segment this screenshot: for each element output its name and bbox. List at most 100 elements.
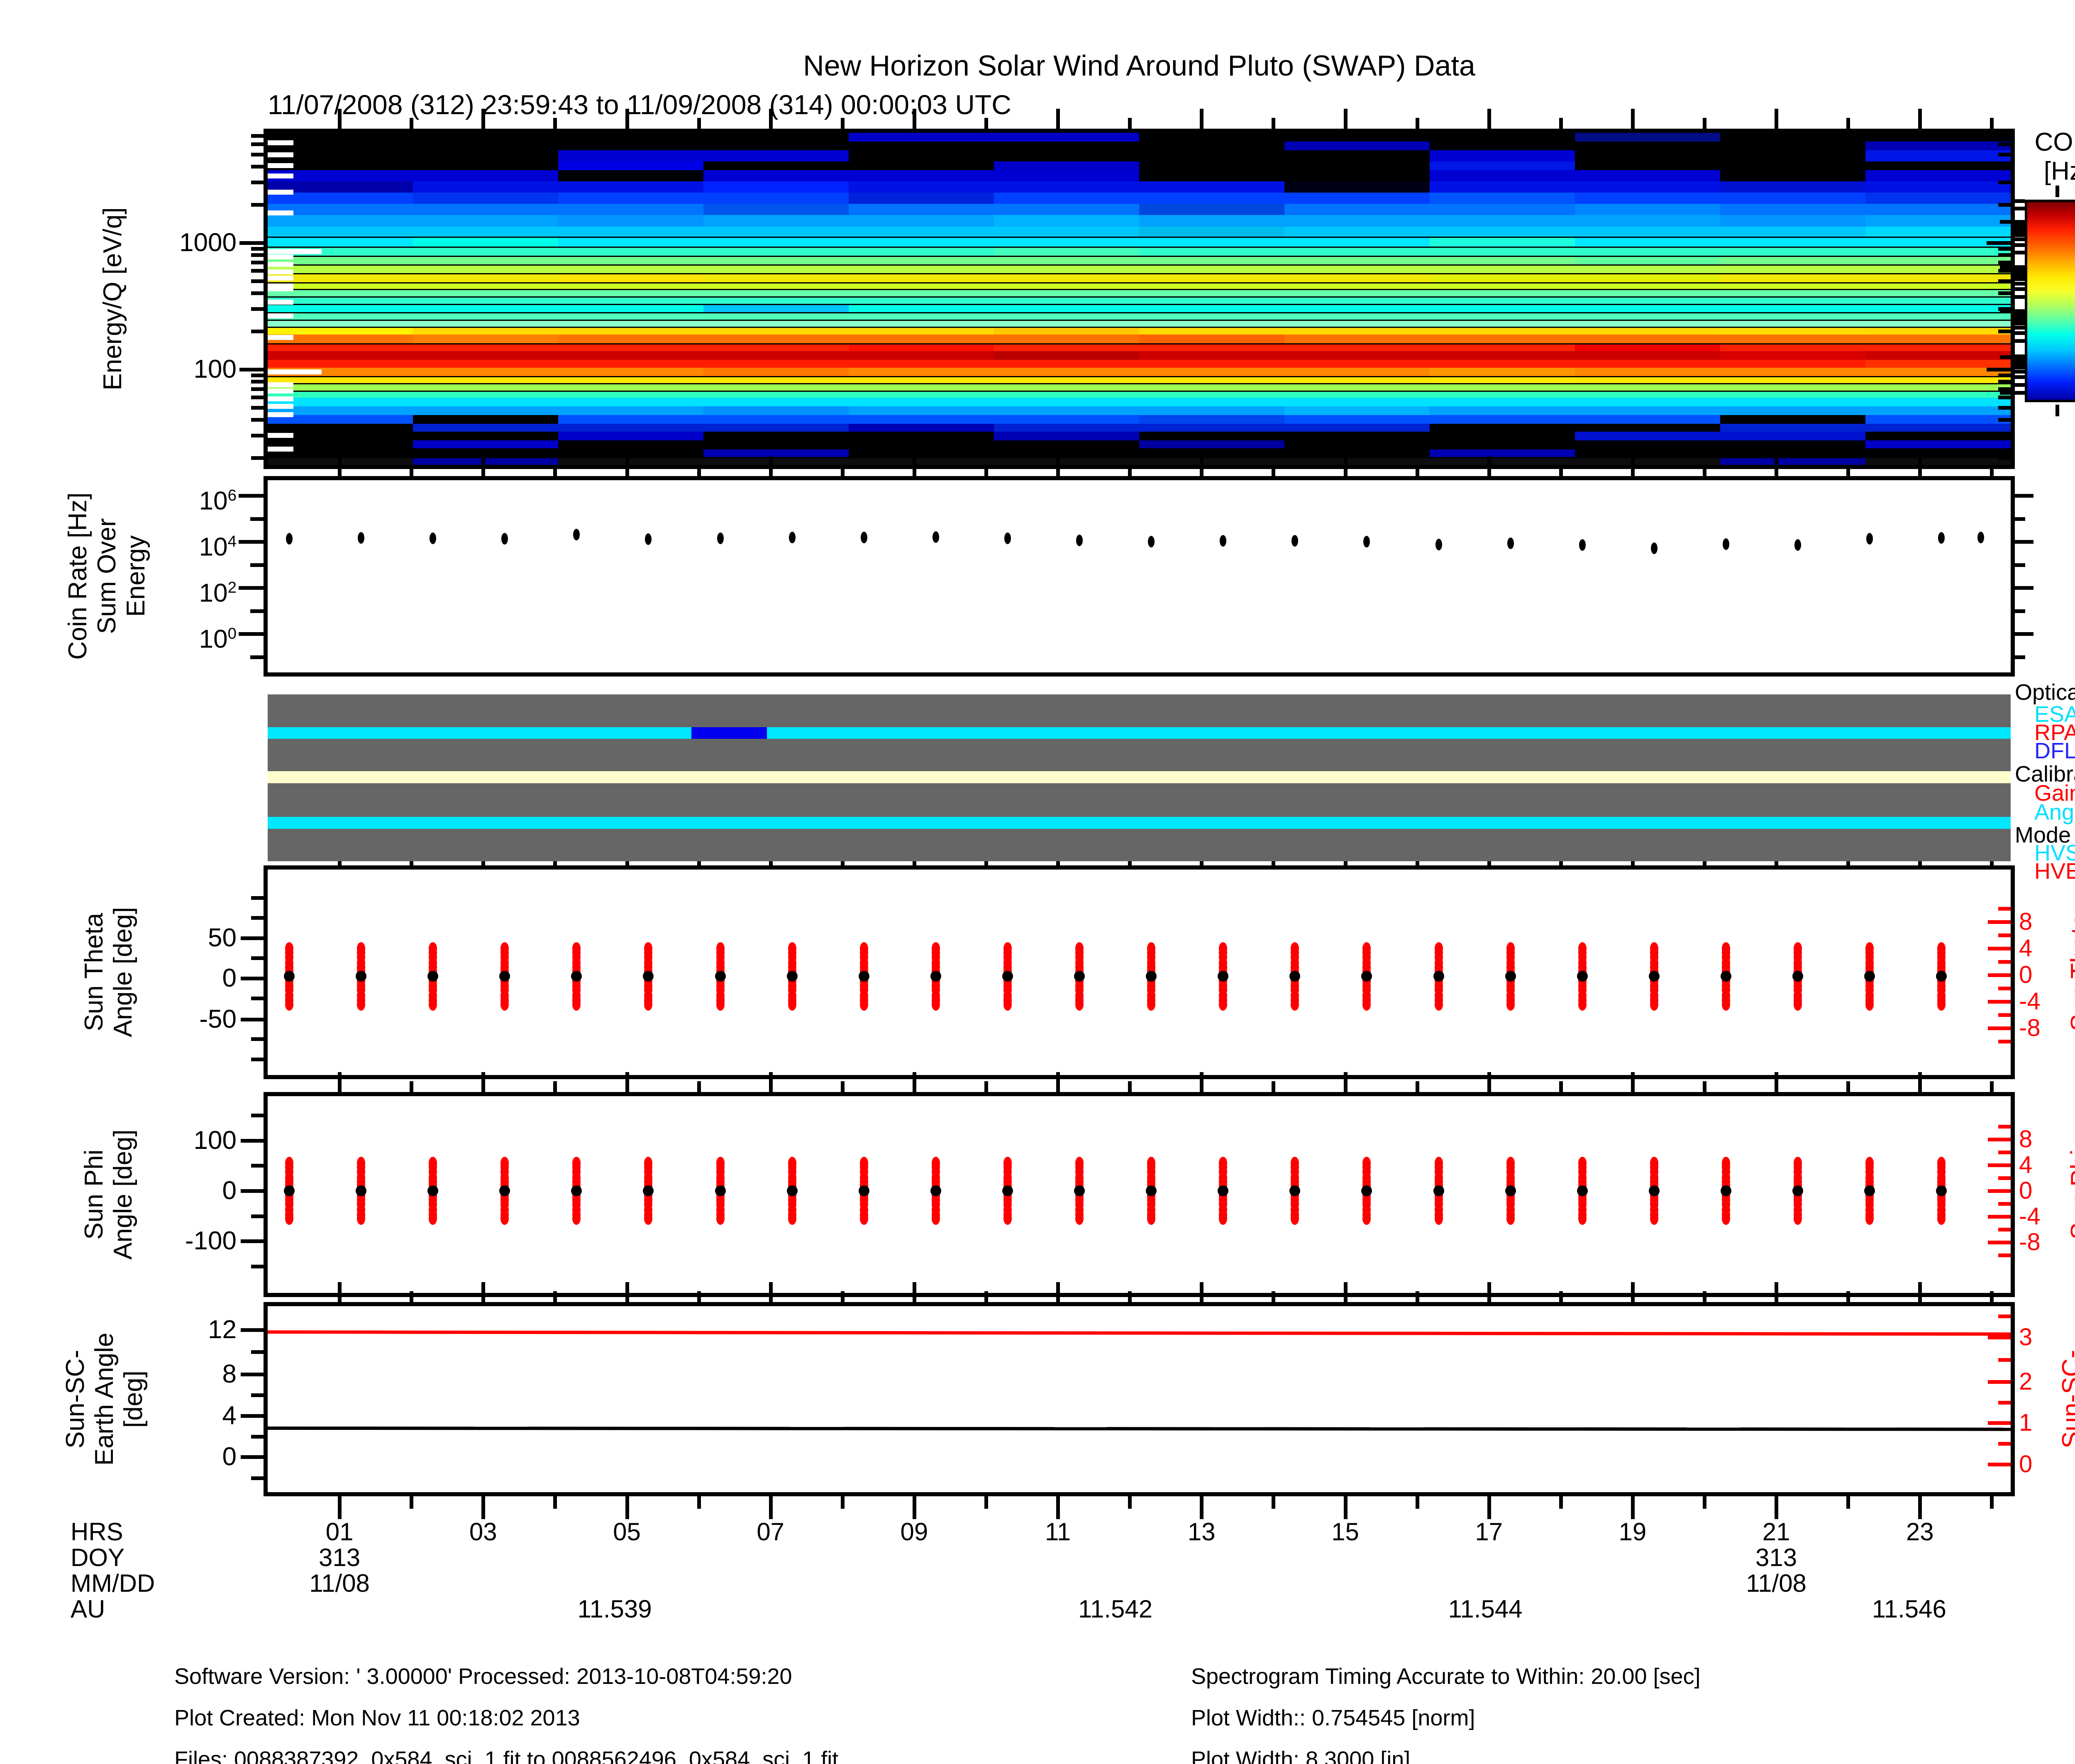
x-tick-bottom — [1918, 1496, 1922, 1519]
heatmap-divider-line — [268, 296, 2011, 298]
sun-angle-data-point — [931, 1212, 940, 1225]
sun-angle-center-point — [715, 1185, 726, 1196]
heatmap-cell — [849, 133, 994, 142]
earth-right-tick-label: 2 — [2019, 1368, 2033, 1395]
heatmap-cell — [1575, 423, 1720, 432]
heatmap-divider-line — [268, 327, 2011, 328]
x-tick — [1343, 1072, 1348, 1092]
spec-minor-tick-left — [251, 396, 264, 400]
spec-minor-tick-left — [251, 142, 264, 147]
colorbar-minor-tick-left — [2012, 370, 2025, 374]
mode-status-bar — [268, 817, 2011, 829]
heatmap-row — [268, 289, 2011, 297]
heatmap-cell — [703, 181, 849, 193]
energy-bin-marker — [268, 299, 293, 305]
coin-y-tick-label: 104 — [199, 533, 237, 562]
sun-angle-data-point — [1578, 998, 1587, 1011]
heatmap-cell — [1865, 226, 2011, 237]
coin-major-tick-right — [2015, 494, 2034, 498]
spec-major-tick-left — [239, 241, 264, 245]
angle-major-tick-left — [241, 1189, 264, 1193]
x-tick — [481, 1282, 486, 1302]
sun-angle-data-point — [716, 998, 725, 1011]
x-tick-bottom — [338, 1496, 342, 1519]
axis-value-hrs: 17 — [1475, 1518, 1503, 1546]
colorbar-minor-tick-left — [2012, 321, 2025, 325]
earth-right-tick-label: 0 — [2019, 1450, 2033, 1478]
spec-minor-tick-right — [1998, 434, 2011, 438]
x-tick — [481, 456, 486, 476]
x-tick — [553, 1291, 557, 1302]
x-tick — [697, 1291, 701, 1302]
earth-major-tick-left — [241, 1455, 264, 1459]
angle-major-tick-right — [1988, 920, 2011, 924]
x-tick — [1487, 1282, 1491, 1302]
heatmap-cell — [1575, 343, 1720, 352]
coin-rate-data-point — [573, 528, 580, 540]
earth-major-tick-left — [241, 1414, 264, 1418]
spec-minor-tick-left — [251, 373, 264, 377]
sun-angle-center-point — [1361, 971, 1372, 982]
angle-minor-tick-left — [251, 1214, 264, 1218]
x-tick — [1703, 1291, 1706, 1302]
sun-angle-center-point — [1648, 1185, 1660, 1196]
earth-angle-black-line — [268, 1426, 2011, 1431]
sun-angle-data-point — [1291, 998, 1299, 1011]
colorbar-minor-tick-left — [2012, 383, 2025, 387]
earth-minor-tick-left — [251, 1393, 264, 1398]
axis-value-hrs: 21 — [1762, 1518, 1790, 1546]
sun-phi-frame — [264, 1092, 2015, 1297]
angle-minor-tick-left — [251, 1057, 264, 1061]
sun-angle-data-point — [1865, 1212, 1874, 1225]
coin-major-tick-left — [239, 494, 264, 498]
heatmap-cell — [994, 133, 1139, 142]
sun-angle-data-point — [931, 998, 940, 1011]
angle-y-tick-label: -100 — [185, 1226, 237, 1255]
spec-minor-tick-right — [1998, 181, 2011, 185]
sun-angle-center-point — [643, 971, 654, 982]
x-tick — [1990, 1081, 1994, 1092]
angle-major-tick-right — [1988, 973, 2011, 977]
axis-value-hrs: 15 — [1331, 1518, 1359, 1546]
coin-minor-tick-left — [250, 563, 264, 567]
colorbar-minor-tick-left — [2012, 199, 2025, 203]
heatmap-cell — [558, 161, 703, 171]
sun-angle-center-point — [571, 1185, 582, 1196]
coin-major-tick-right — [2015, 586, 2034, 590]
x-tick — [1056, 1282, 1060, 1302]
angle-major-tick-right — [1988, 1241, 2011, 1245]
angle-minor-tick-right — [1998, 1253, 2011, 1258]
spec-minor-tick-right — [1998, 152, 2011, 156]
spec-minor-tick-right — [1998, 307, 2011, 311]
coin-major-tick-left — [239, 586, 264, 590]
colorbar-minor-tick-left — [2012, 339, 2025, 343]
earth-major-tick-right — [1988, 1421, 2011, 1425]
earth-minor-tick-right — [1998, 1314, 2011, 1318]
heatmap-cell — [1139, 415, 1284, 424]
x-tick — [1200, 1282, 1204, 1302]
axis-value-hrs: 13 — [1187, 1518, 1216, 1546]
x-tick — [410, 1081, 414, 1092]
spec-minor-tick-left — [251, 269, 264, 273]
spec-minor-tick-right — [1998, 165, 2011, 169]
heatmap-cell — [558, 170, 703, 182]
status-legend-calibration: Calibration — [2015, 762, 2075, 787]
angle-minor-tick-right — [1998, 1013, 2011, 1017]
angle-major-tick-left — [241, 1017, 264, 1021]
earth-y-tick-label: 12 — [208, 1315, 237, 1344]
heatmap-cell — [268, 423, 413, 432]
earth-minor-tick-right — [1998, 1400, 2011, 1405]
coin-rate-data-point — [717, 533, 724, 545]
colorbar-gradient — [2025, 200, 2075, 402]
heatmap-cell — [1284, 181, 1430, 193]
angle-minor-tick-right — [1998, 1228, 2011, 1232]
coin-major-tick-right — [2015, 632, 2034, 636]
heatmap-cell — [994, 432, 1139, 441]
colorbar-minor-tick-left — [2012, 315, 2025, 319]
heatmap-divider-line — [268, 312, 2011, 313]
heatmap-row — [268, 150, 2011, 162]
x-tick — [1559, 465, 1563, 476]
sun-angle-center-point — [283, 1185, 295, 1196]
heatmap-row — [268, 406, 2011, 415]
axis-value-au: 11.539 — [577, 1595, 652, 1623]
